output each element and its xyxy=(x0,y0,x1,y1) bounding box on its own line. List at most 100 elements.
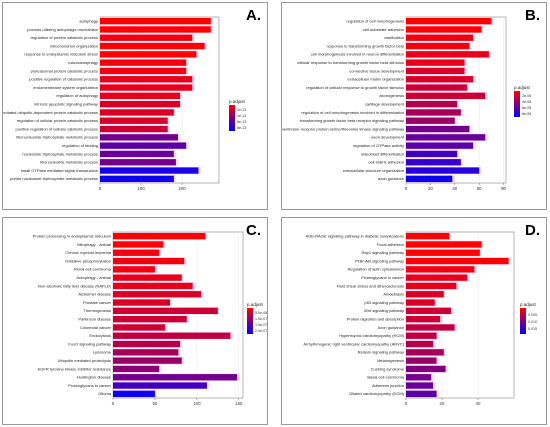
category-label: positive regulation of catabolic process xyxy=(29,77,98,82)
legend-tick: 0.005 xyxy=(528,313,537,317)
category-label: ossification xyxy=(384,35,404,40)
category-label: Proteoglycans in cancer xyxy=(361,275,404,280)
category-label: Endocytosis xyxy=(89,333,111,338)
legend-tick: 1.0e-07 xyxy=(255,317,268,321)
category-label: cell morphogenesis involved in neuron di… xyxy=(311,52,404,57)
bar xyxy=(113,390,155,398)
bar xyxy=(100,175,174,183)
bar xyxy=(406,266,475,273)
legend-tick: 6e-13 xyxy=(237,120,247,124)
legend-tick: 4e-06 xyxy=(522,100,532,104)
category-label: axonogenesis xyxy=(379,93,404,98)
bar xyxy=(113,299,171,306)
category-label: purine nucleoside triphosphate metabolic… xyxy=(10,176,98,181)
bar xyxy=(406,257,509,265)
bar xyxy=(406,241,482,248)
bar xyxy=(100,34,193,41)
category-label: regulation of protein catabolic process xyxy=(31,35,98,40)
bar-chart-c: Protein processing in endoplasmic reticu… xyxy=(33,231,244,406)
bar xyxy=(113,357,182,364)
bar xyxy=(406,365,446,373)
category-label: Relaxin signaling pathway xyxy=(358,350,404,355)
legend-color-bar xyxy=(229,105,235,131)
plot-area xyxy=(99,16,220,184)
category-label: Protein processing in endoplasmic reticu… xyxy=(33,233,112,238)
bar xyxy=(100,134,178,141)
x-tick-label: 0 xyxy=(99,186,102,191)
bar xyxy=(100,109,174,116)
bar xyxy=(113,241,164,248)
category-label: AGE-RAGE signaling pathway in diabetic c… xyxy=(306,233,405,238)
bar xyxy=(406,159,461,166)
category-label: cell-substrate adhesion xyxy=(363,27,404,32)
category-label: Alzheimer disease xyxy=(78,292,111,297)
legend-title: p.adjust xyxy=(514,85,530,90)
legend-tick: 2.0e-07 xyxy=(255,329,268,333)
chart-panel-d: AGE-RAGE signaling pathway in diabetic c… xyxy=(281,217,547,425)
bar-chart-d: AGE-RAGE signaling pathway in diabetic c… xyxy=(303,231,515,406)
category-label: positive regulation of cellular cataboli… xyxy=(16,126,99,131)
legend-tick: 2e-06 xyxy=(522,94,532,98)
bar xyxy=(406,249,480,256)
category-label: Proteoglycans in cancer xyxy=(68,383,111,388)
category-label: Dilated cardiomyopathy (DCM) xyxy=(349,391,404,396)
category-label: Adherens junction xyxy=(372,383,404,388)
bar xyxy=(113,307,218,315)
category-label: regulation of binding xyxy=(62,143,98,148)
x-tick-label: 20 xyxy=(428,186,433,191)
category-label: Non-alcoholic fatty liver disease (NAFLD… xyxy=(38,283,112,288)
x-tick-label: 60 xyxy=(477,186,482,191)
plot-area xyxy=(405,16,507,184)
panel-label-c: C. xyxy=(246,222,261,239)
panel-label-a: A. xyxy=(246,7,261,24)
category-label: cartilage development xyxy=(365,101,405,106)
bar xyxy=(406,42,470,50)
category-label: Basal cell carcinoma xyxy=(367,375,404,380)
bar xyxy=(100,51,197,58)
bar xyxy=(406,167,480,174)
bar xyxy=(406,125,470,133)
x-tick-label: 40 xyxy=(452,186,457,191)
bar xyxy=(100,159,176,166)
category-label: response to endoplasmic reticulum stress xyxy=(24,52,98,57)
bar xyxy=(406,142,474,149)
bar xyxy=(406,109,461,116)
legend-tick: 6e-06 xyxy=(522,106,532,110)
bar xyxy=(100,92,181,100)
chart-panel-a: autophagy process utilizing autophagic me… xyxy=(2,2,268,210)
bar xyxy=(406,84,467,91)
category-label: Mitophagy - animal xyxy=(77,242,111,247)
category-label: Regulation of actin cytoskeleton xyxy=(348,267,404,272)
category-label: Protein digestion and absorption xyxy=(347,316,404,321)
category-label: process utilizing autophagic mechanism xyxy=(27,27,98,32)
bar xyxy=(100,150,174,158)
bar xyxy=(406,315,441,323)
bar xyxy=(100,84,193,91)
legend-tick: 0.015 xyxy=(528,327,537,331)
bar xyxy=(406,390,437,398)
category-label: regulation of GTPase activity xyxy=(353,143,404,148)
category-label: axon development xyxy=(371,135,405,140)
category-label: Amoebiasis xyxy=(383,292,404,297)
bar xyxy=(100,167,199,174)
bar xyxy=(113,382,207,389)
category-label: extracellular matrix organization xyxy=(348,77,404,82)
category-label: connective tissue development xyxy=(349,68,405,73)
category-label: Focal adhesion xyxy=(377,242,404,247)
category-label: Prostate cancer xyxy=(83,300,112,305)
bar xyxy=(100,76,193,83)
category-label: Autophagy - animal xyxy=(77,275,112,280)
bar xyxy=(100,26,211,33)
bar xyxy=(406,51,489,58)
category-label: Ubiquitin mediated proteolysis xyxy=(58,358,111,363)
bar xyxy=(113,257,185,265)
bar xyxy=(406,134,486,141)
bar xyxy=(100,125,168,133)
plot-area xyxy=(112,231,244,399)
bar xyxy=(100,59,187,66)
bar xyxy=(113,291,202,298)
bar xyxy=(100,17,211,25)
category-label: cellular response to transforming growth… xyxy=(297,60,404,65)
x-tick-label: 0 xyxy=(405,186,408,191)
bar xyxy=(100,42,205,50)
